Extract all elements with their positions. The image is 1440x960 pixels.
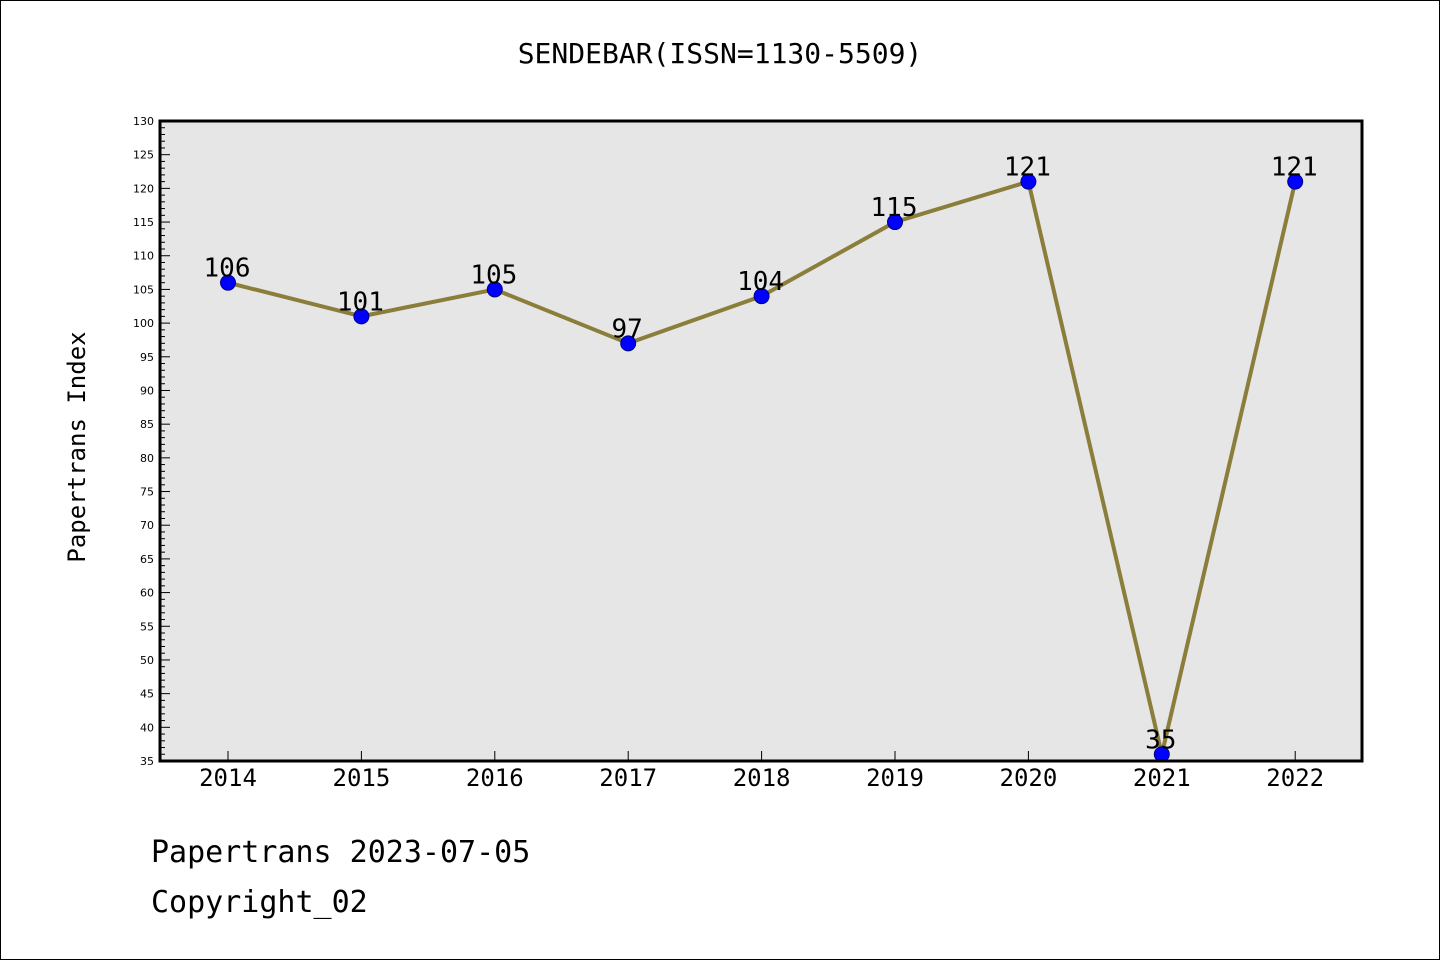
- y-tick-label: 80: [140, 452, 154, 465]
- plot-frame: [158, 119, 1364, 763]
- y-tick-label: 85: [140, 418, 154, 431]
- data-label: 101: [337, 287, 384, 317]
- chart-title: SENDEBAR(ISSN=1130-5509): [517, 37, 923, 70]
- data-point: [220, 274, 236, 291]
- data-label: 105: [470, 260, 517, 290]
- y-tick-label: 55: [140, 620, 154, 633]
- y-tick-label: 45: [140, 688, 154, 701]
- y-tick-label: 120: [133, 182, 154, 195]
- x-tick-label: 2015: [333, 764, 391, 792]
- y-tick-label: 110: [133, 250, 154, 263]
- x-tick-label: 2021: [1133, 764, 1191, 792]
- y-tick-label: 90: [140, 384, 154, 397]
- footer-date: Papertrans 2023-07-05: [151, 835, 531, 870]
- data-label: 106: [204, 254, 251, 284]
- data-point: [353, 308, 370, 325]
- data-label: 104: [737, 267, 784, 297]
- data-label: 121: [1271, 153, 1318, 183]
- plot-area: [160, 121, 1362, 761]
- data-point: [620, 335, 637, 352]
- y-tick-label: 115: [133, 216, 154, 229]
- y-tick-label: 40: [140, 721, 154, 734]
- y-tick-label: 105: [133, 283, 154, 296]
- y-tick-label: 65: [140, 553, 154, 566]
- y-tick-label: 125: [133, 149, 154, 162]
- y-tick-label: 100: [133, 317, 154, 330]
- x-tick-label: 2018: [733, 764, 791, 792]
- x-tick-label: 2022: [1266, 764, 1324, 792]
- y-tick-label: 50: [140, 654, 154, 667]
- y-tick-label: 75: [140, 486, 154, 499]
- x-tick-label: 2014: [199, 764, 257, 792]
- data-label: 115: [871, 193, 918, 223]
- footer-copyright: Copyright_02: [151, 885, 368, 920]
- data-point: [887, 214, 903, 231]
- y-tick-label: 70: [140, 519, 154, 532]
- data-point: [486, 281, 503, 298]
- x-tick-label: 2016: [466, 764, 524, 792]
- y-tick-label: 130: [133, 115, 154, 128]
- data-label: 97: [612, 314, 643, 344]
- data-point: [1287, 173, 1304, 190]
- data-point: [753, 288, 770, 305]
- x-tick-label: 2017: [599, 764, 657, 792]
- data-label: 121: [1004, 153, 1051, 183]
- data-label: 35: [1145, 725, 1176, 755]
- data-point: [1020, 173, 1037, 190]
- y-tick-label: 35: [140, 755, 154, 768]
- y-tick-label: 60: [140, 587, 154, 600]
- x-tick-label: 2020: [1000, 764, 1058, 792]
- y-tick-label: 95: [140, 351, 154, 364]
- x-tick-label: 2019: [866, 764, 924, 792]
